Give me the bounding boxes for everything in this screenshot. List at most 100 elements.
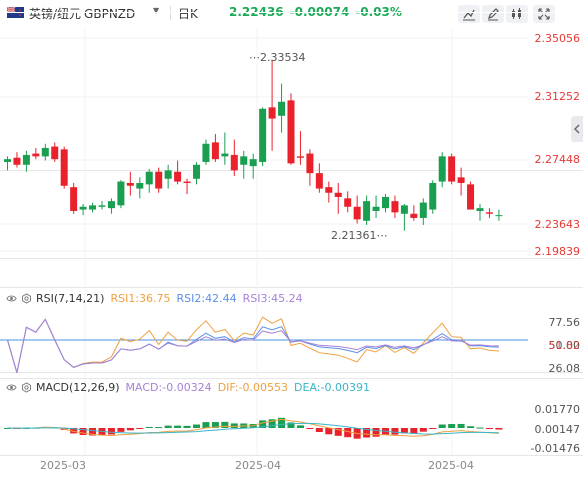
pencil-icon bbox=[488, 8, 499, 21]
macd-bar bbox=[193, 424, 200, 428]
macd-bar bbox=[70, 428, 78, 434]
macd-bar bbox=[117, 428, 125, 432]
candle-body bbox=[240, 156, 248, 165]
candle-body bbox=[495, 215, 503, 217]
macd-bar bbox=[202, 422, 210, 428]
macd-panel bbox=[4, 417, 503, 439]
macd-bar bbox=[136, 428, 144, 429]
candle-body bbox=[344, 198, 352, 207]
macd-tick: 0.01770 bbox=[534, 403, 581, 416]
candle-body bbox=[410, 213, 418, 218]
candle-body bbox=[126, 182, 134, 186]
candle-body bbox=[429, 182, 437, 210]
candle-body bbox=[306, 153, 314, 174]
macd-bar bbox=[429, 428, 437, 429]
macd-bar bbox=[325, 428, 333, 435]
macd-bar bbox=[457, 423, 465, 428]
rsi3-value: RSI3:45.24 bbox=[242, 292, 303, 305]
rsi-line bbox=[7, 316, 499, 373]
period-selector[interactable]: 日K bbox=[178, 7, 198, 21]
gear-icon[interactable] bbox=[21, 293, 32, 304]
gear-icon[interactable] bbox=[21, 382, 32, 393]
fullscreen-button[interactable] bbox=[533, 5, 555, 23]
macd-bar bbox=[344, 428, 352, 438]
candle-body bbox=[174, 171, 182, 182]
candles bbox=[4, 59, 503, 231]
macd-tick: 0.00147 bbox=[534, 423, 581, 436]
macd-bar bbox=[278, 417, 286, 428]
candle-body bbox=[60, 149, 68, 186]
edit-button[interactable] bbox=[482, 5, 504, 23]
macd-bar bbox=[107, 428, 115, 435]
macd-bar bbox=[211, 422, 219, 428]
macd-bar bbox=[363, 428, 371, 438]
dif-value: DIF:-0.00553 bbox=[217, 381, 289, 394]
macd-bar bbox=[296, 425, 304, 428]
rsi-panel bbox=[0, 316, 528, 373]
date-label: 2025-04 bbox=[428, 459, 474, 472]
eye-icon[interactable] bbox=[6, 382, 17, 393]
macd-bar bbox=[334, 428, 342, 436]
macd-bar bbox=[287, 422, 295, 428]
candle-body bbox=[391, 201, 399, 213]
candle-body bbox=[155, 171, 163, 189]
indicator-button[interactable] bbox=[506, 5, 528, 23]
macd-bar bbox=[391, 428, 399, 435]
macd-bar bbox=[155, 427, 163, 429]
macd-bar bbox=[495, 428, 503, 430]
rsi-header: RSI(7,14,21) RSI1:36.75 RSI2:42.44 RSI3:45.… bbox=[6, 292, 303, 305]
macd-label: MACD(12,26,9) bbox=[36, 381, 120, 394]
candle-body bbox=[183, 181, 191, 183]
macd-bar bbox=[164, 425, 172, 428]
macd-line bbox=[7, 418, 499, 437]
candle-body bbox=[4, 159, 11, 162]
candle-body bbox=[136, 182, 144, 189]
candle-body bbox=[22, 154, 30, 165]
fullscreen-icon bbox=[538, 8, 550, 20]
macd-bar bbox=[476, 427, 484, 429]
macd-bar bbox=[485, 428, 493, 429]
macd-bar bbox=[183, 425, 191, 428]
candle-body bbox=[249, 159, 257, 167]
price-tick: 2.23643 bbox=[534, 218, 581, 231]
candle-body bbox=[438, 156, 446, 182]
candle-body bbox=[107, 201, 115, 209]
candle-body bbox=[98, 205, 106, 207]
candle-body bbox=[211, 142, 219, 160]
symbol-selector[interactable]: 英镑/纽元 GBPNZD bbox=[29, 5, 135, 22]
collapse-button[interactable] bbox=[571, 116, 583, 142]
macd-bar bbox=[230, 423, 238, 428]
eye-icon[interactable] bbox=[6, 293, 17, 304]
macd-bar bbox=[438, 424, 446, 428]
candle-body bbox=[268, 107, 276, 119]
candle-body bbox=[400, 205, 408, 214]
caret-down-icon[interactable]: ▼ bbox=[153, 6, 160, 15]
candle-body bbox=[382, 196, 389, 209]
candle-body bbox=[70, 187, 78, 211]
rsi-tick: 77.56 bbox=[548, 316, 581, 329]
candle-body bbox=[278, 101, 286, 116]
rsi-label: RSI(7,14,21) bbox=[36, 292, 105, 305]
macd-bar bbox=[259, 420, 267, 428]
macd-bar bbox=[419, 428, 427, 432]
candle-body bbox=[334, 192, 342, 197]
macd-bar bbox=[467, 426, 475, 428]
macd-bar bbox=[306, 428, 314, 429]
price-tick: 2.31252 bbox=[534, 90, 581, 103]
candle-body bbox=[419, 202, 427, 218]
macd-bar bbox=[89, 428, 97, 436]
candle-body bbox=[287, 100, 295, 164]
candle-body bbox=[230, 154, 238, 171]
candle-body bbox=[13, 157, 21, 165]
macd-bar bbox=[315, 428, 323, 432]
rsi2-value: RSI2:42.44 bbox=[176, 292, 237, 305]
candle-body bbox=[315, 173, 323, 189]
macd-bar bbox=[174, 425, 182, 428]
rsi-tick: 26.08 bbox=[548, 362, 581, 375]
date-label: 2025-04 bbox=[235, 459, 281, 472]
price-tick: 2.27448 bbox=[534, 153, 581, 166]
candle-body bbox=[51, 146, 59, 160]
candle-body bbox=[448, 156, 456, 182]
macd-bar bbox=[145, 426, 153, 428]
